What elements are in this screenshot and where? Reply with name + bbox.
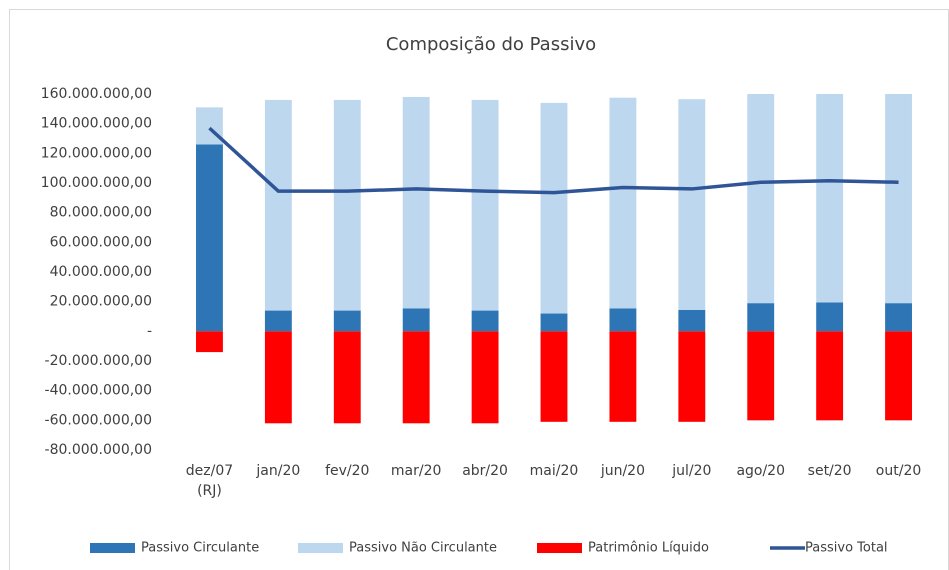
x-tick-label: jun/20 bbox=[600, 463, 645, 479]
bar bbox=[402, 331, 430, 424]
bar bbox=[747, 331, 775, 421]
x-tick-label: abr/20 bbox=[462, 463, 508, 479]
bar bbox=[678, 99, 706, 310]
chart-title: Composição do Passivo bbox=[386, 34, 596, 55]
bar bbox=[471, 331, 499, 424]
legend-label: Patrimônio Líquido bbox=[588, 541, 709, 556]
legend-label: Passivo Não Circulante bbox=[349, 541, 497, 556]
bar bbox=[747, 303, 775, 332]
bar bbox=[609, 331, 637, 422]
y-tick-label: 20.000.000,00 bbox=[50, 294, 152, 310]
y-tick-label: 80.000.000,00 bbox=[50, 205, 152, 221]
x-tick-label: dez/07 (RJ) bbox=[185, 463, 234, 499]
bar bbox=[196, 331, 223, 353]
y-tick-label: 60.000.000,00 bbox=[50, 234, 152, 250]
x-tick-label: mar/20 bbox=[390, 463, 442, 479]
bar bbox=[816, 302, 844, 332]
bar bbox=[540, 331, 568, 422]
legend-label: Passivo Circulante bbox=[141, 541, 259, 556]
y-tick-label: 160.000.000,00 bbox=[41, 86, 152, 102]
bar bbox=[678, 331, 706, 422]
bar bbox=[402, 96, 430, 309]
y-tick-label: -80.000.000,00 bbox=[45, 442, 152, 458]
x-tick-label: jul/20 bbox=[672, 463, 712, 479]
y-tick-label: - bbox=[147, 323, 152, 339]
y-tick-label: 40.000.000,00 bbox=[50, 264, 152, 280]
bar bbox=[609, 97, 637, 309]
line bbox=[208, 126, 899, 195]
bar bbox=[333, 310, 361, 332]
y-tick-label: 120.000.000,00 bbox=[41, 145, 152, 161]
bar bbox=[264, 310, 292, 332]
x-tick-label: mai/20 bbox=[529, 463, 579, 479]
bar bbox=[540, 313, 568, 332]
bar bbox=[747, 94, 775, 304]
bar bbox=[402, 308, 430, 332]
x-tick-label: fev/20 bbox=[325, 463, 370, 479]
bar bbox=[540, 102, 568, 314]
bar bbox=[609, 308, 637, 332]
legend-label: Passivo Total bbox=[805, 541, 888, 556]
x-tick-label: set/20 bbox=[807, 463, 852, 479]
x-tick-label: ago/20 bbox=[736, 463, 785, 479]
y-tick-label: 100.000.000,00 bbox=[41, 175, 152, 191]
bar bbox=[333, 99, 361, 311]
x-tick-label: out/20 bbox=[875, 463, 922, 479]
legend-swatch bbox=[298, 543, 343, 553]
bar bbox=[816, 331, 844, 421]
bar bbox=[885, 303, 912, 332]
bar bbox=[471, 99, 499, 311]
legend-swatch bbox=[90, 543, 135, 553]
bar bbox=[196, 144, 223, 332]
bar bbox=[333, 331, 361, 424]
y-tick-label: 140.000.000,00 bbox=[41, 116, 152, 132]
bar bbox=[264, 99, 292, 311]
bar bbox=[885, 94, 912, 304]
plot-area bbox=[196, 94, 912, 424]
bar bbox=[885, 331, 912, 421]
bar bbox=[471, 310, 499, 332]
y-tick-label: -40.000.000,00 bbox=[45, 383, 152, 399]
bar bbox=[816, 94, 844, 303]
legend-swatch bbox=[537, 543, 582, 553]
bar bbox=[264, 331, 292, 424]
y-tick-label: -20.000.000,00 bbox=[45, 353, 152, 369]
bar bbox=[678, 309, 706, 332]
y-tick-label: -60.000.000,00 bbox=[45, 412, 152, 428]
x-tick-label: jan/20 bbox=[256, 463, 301, 479]
